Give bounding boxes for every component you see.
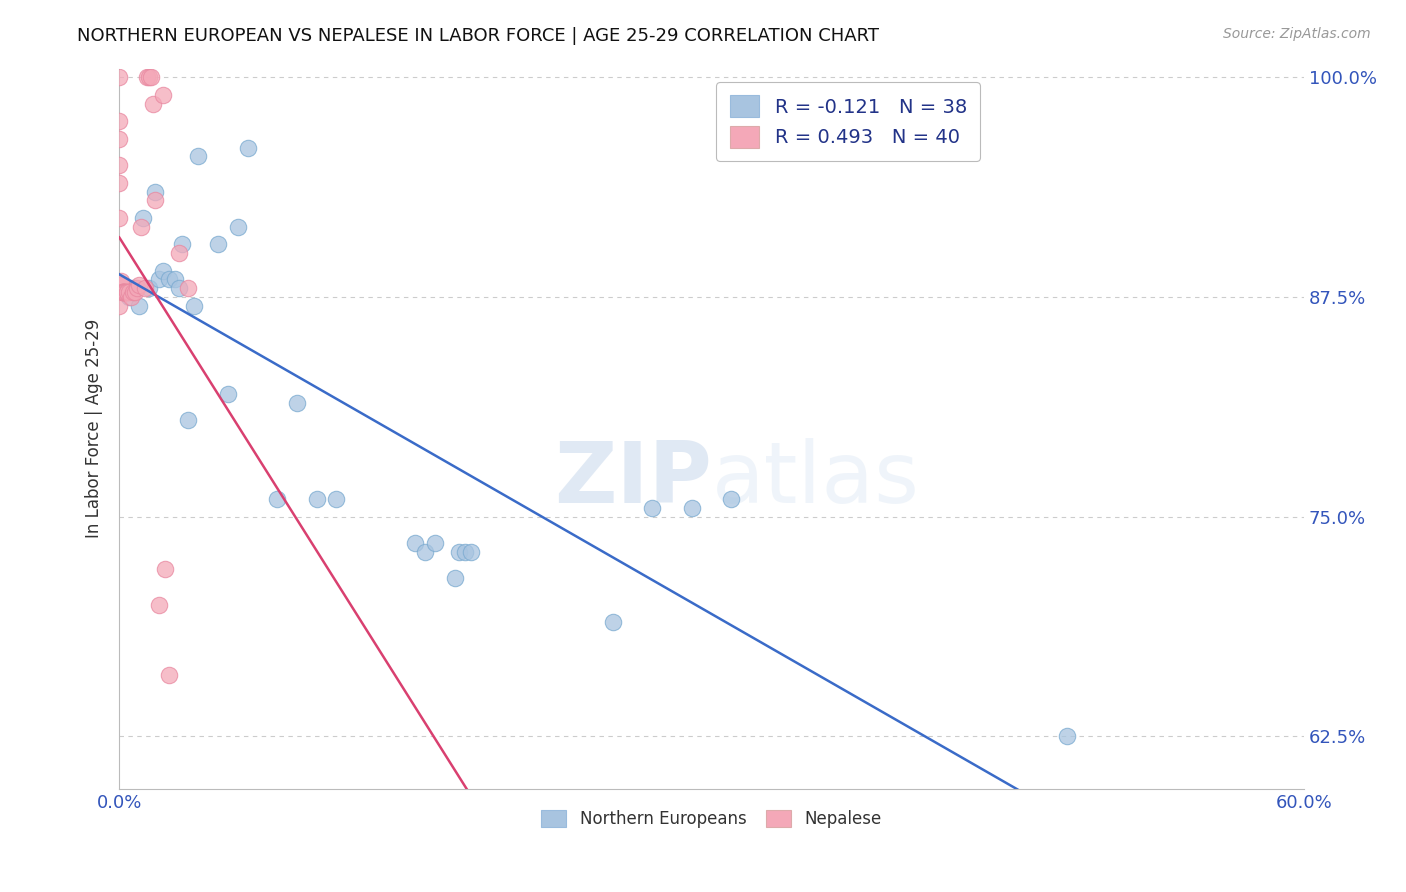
Point [444, 571, 467, 585]
Point [138, 70, 160, 85]
Point [266, 492, 288, 507]
Legend: Northern Europeans, Nepalese: Northern Europeans, Nepalese [534, 804, 889, 835]
Point [112, 285, 135, 299]
Point [325, 492, 347, 507]
Point [405, 536, 427, 550]
Point [720, 492, 742, 507]
Point [177, 413, 200, 427]
Point [108, 114, 131, 128]
Point [112, 285, 135, 299]
Point [110, 277, 132, 292]
Point [124, 285, 146, 299]
Y-axis label: In Labor Force | Age 25-29: In Labor Force | Age 25-29 [86, 319, 103, 539]
Text: atlas: atlas [711, 438, 920, 521]
Point [139, 70, 162, 85]
Point [134, 281, 156, 295]
Point [454, 545, 477, 559]
Point [114, 281, 136, 295]
Point [143, 194, 166, 208]
Point [108, 211, 131, 225]
Point [108, 158, 131, 172]
Point [207, 237, 229, 252]
Point [118, 290, 141, 304]
Point [681, 500, 703, 515]
Point [125, 281, 148, 295]
Text: ZIP: ZIP [554, 438, 711, 521]
Point [112, 281, 135, 295]
Point [143, 185, 166, 199]
Point [425, 536, 447, 550]
Point [1056, 730, 1078, 744]
Point [115, 285, 138, 299]
Point [142, 96, 165, 111]
Point [148, 598, 170, 612]
Point [177, 281, 200, 295]
Point [153, 562, 176, 576]
Point [112, 285, 135, 299]
Point [135, 70, 157, 85]
Point [152, 87, 174, 102]
Point [110, 277, 132, 292]
Point [602, 615, 624, 630]
Point [138, 281, 160, 295]
Point [110, 277, 132, 292]
Point [114, 285, 136, 299]
Point [167, 281, 190, 295]
Point [226, 219, 249, 234]
Point [108, 132, 131, 146]
Point [305, 492, 328, 507]
Point [415, 545, 437, 559]
Point [157, 272, 180, 286]
Point [163, 272, 186, 286]
Point [108, 299, 131, 313]
Point [641, 500, 664, 515]
Point [112, 285, 135, 299]
Point [447, 545, 470, 559]
Point [122, 285, 145, 299]
Point [460, 545, 482, 559]
Point [110, 281, 132, 295]
Point [148, 272, 170, 286]
Point [129, 219, 152, 234]
Point [285, 395, 308, 409]
Point [152, 263, 174, 277]
Point [167, 246, 190, 260]
Point [217, 386, 239, 401]
Point [108, 70, 131, 85]
Point [128, 277, 150, 292]
Point [236, 140, 259, 154]
Point [118, 285, 141, 299]
Text: NORTHERN EUROPEAN VS NEPALESE IN LABOR FORCE | AGE 25-29 CORRELATION CHART: NORTHERN EUROPEAN VS NEPALESE IN LABOR F… [77, 27, 879, 45]
Point [112, 285, 135, 299]
Point [122, 281, 145, 295]
Point [172, 237, 194, 252]
Point [157, 668, 180, 682]
Text: Source: ZipAtlas.com: Source: ZipAtlas.com [1223, 27, 1371, 41]
Point [108, 176, 131, 190]
Point [114, 285, 136, 299]
Point [110, 274, 132, 288]
Point [120, 290, 142, 304]
Point [124, 281, 146, 295]
Point [115, 285, 138, 299]
Point [187, 149, 209, 163]
Point [132, 211, 155, 225]
Point [183, 299, 205, 313]
Point [128, 299, 150, 313]
